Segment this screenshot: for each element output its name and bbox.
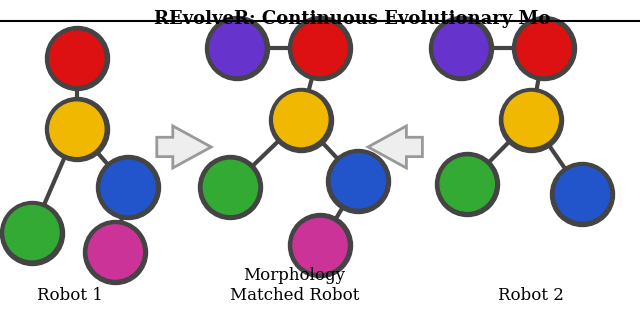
- Point: [577, 191, 588, 196]
- Point: [315, 46, 325, 51]
- Point: [72, 56, 82, 61]
- Point: [72, 56, 82, 61]
- FancyArrow shape: [368, 126, 422, 168]
- Point: [27, 230, 37, 235]
- Point: [225, 185, 236, 190]
- FancyArrow shape: [157, 126, 211, 168]
- Text: Robot 1: Robot 1: [38, 287, 103, 304]
- Point: [123, 185, 133, 190]
- Point: [296, 117, 306, 122]
- Point: [456, 46, 466, 51]
- Point: [225, 185, 236, 190]
- Point: [462, 182, 472, 187]
- Point: [353, 178, 364, 183]
- Point: [315, 243, 325, 248]
- Point: [296, 117, 306, 122]
- Text: REvolveR: Continuous Evolutionary Mo: REvolveR: Continuous Evolutionary Mo: [154, 10, 550, 28]
- Point: [456, 46, 466, 51]
- Point: [232, 46, 242, 51]
- Point: [110, 249, 120, 255]
- Point: [353, 178, 364, 183]
- Point: [539, 46, 549, 51]
- Text: Morphology
Matched Robot: Morphology Matched Robot: [230, 267, 359, 304]
- Point: [526, 117, 536, 122]
- Point: [539, 46, 549, 51]
- Point: [72, 127, 82, 132]
- Point: [315, 243, 325, 248]
- Text: Robot 2: Robot 2: [499, 287, 564, 304]
- Point: [232, 46, 242, 51]
- Point: [110, 249, 120, 255]
- Point: [526, 117, 536, 122]
- Point: [72, 127, 82, 132]
- Point: [27, 230, 37, 235]
- Point: [123, 185, 133, 190]
- Point: [315, 46, 325, 51]
- Point: [577, 191, 588, 196]
- Point: [462, 182, 472, 187]
